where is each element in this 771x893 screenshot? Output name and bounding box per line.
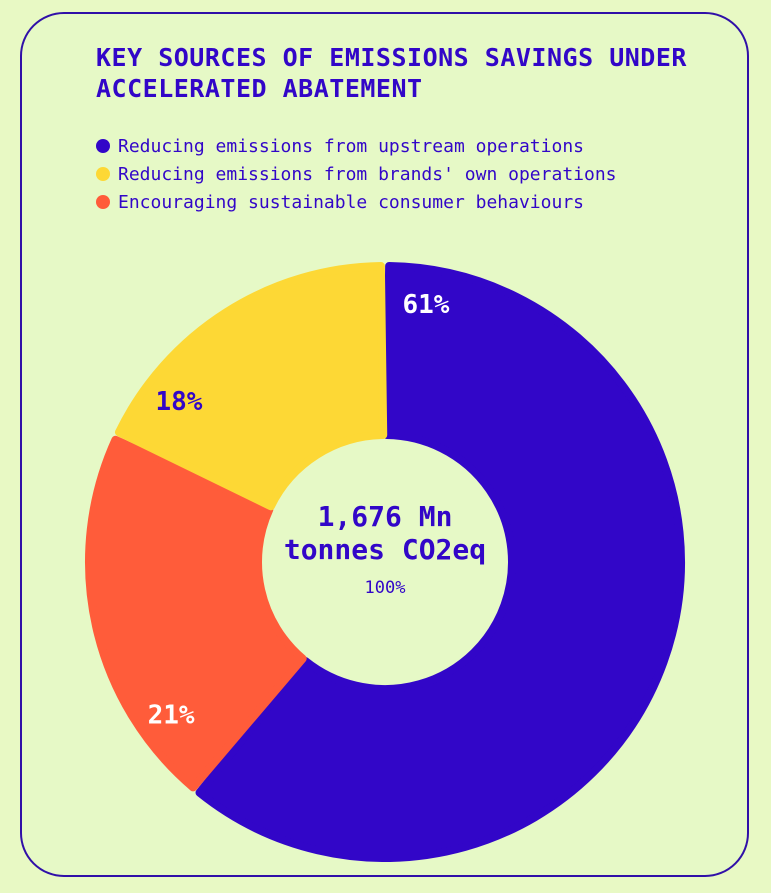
chart-legend: Reducing emissions from upstream operati… <box>96 132 617 216</box>
donut-slice-upstream <box>195 262 685 862</box>
donut-slice-own-operations <box>114 262 388 511</box>
legend-dot-upstream <box>96 139 110 153</box>
donut-slice-consumer-behaviours <box>85 435 307 792</box>
legend-label-consumer-behaviours: Encouraging sustainable consumer behavio… <box>118 191 584 213</box>
chart-title: KEY SOURCES OF EMISSIONS SAVINGS UNDER A… <box>96 43 687 103</box>
center-total-unit: tonnes CO2eq <box>284 533 486 566</box>
donut-slice-labels: 61% 21% 18% <box>148 290 450 730</box>
legend-item-upstream: Reducing emissions from upstream operati… <box>96 132 617 160</box>
center-total-percent: 100% <box>365 578 406 598</box>
legend-item-consumer-behaviours: Encouraging sustainable consumer behavio… <box>96 188 617 216</box>
slice-label-own-operations: 18% <box>156 387 203 417</box>
legend-item-own-operations: Reducing emissions from brands' own oper… <box>96 160 617 188</box>
slice-label-consumer-behaviours: 21% <box>148 700 195 730</box>
legend-dot-own-operations <box>96 167 110 181</box>
chart-card: KEY SOURCES OF EMISSIONS SAVINGS UNDER A… <box>20 12 749 877</box>
legend-label-own-operations: Reducing emissions from brands' own oper… <box>118 163 617 185</box>
center-total-value: 1,676 Mn <box>318 500 453 533</box>
donut-chart: 61% 21% 18% 1,676 Mn tonnes CO2eq 100% <box>85 262 685 862</box>
donut-slices <box>85 262 685 862</box>
legend-label-upstream: Reducing emissions from upstream operati… <box>118 135 584 157</box>
slice-label-upstream: 61% <box>403 290 450 320</box>
legend-dot-consumer-behaviours <box>96 195 110 209</box>
